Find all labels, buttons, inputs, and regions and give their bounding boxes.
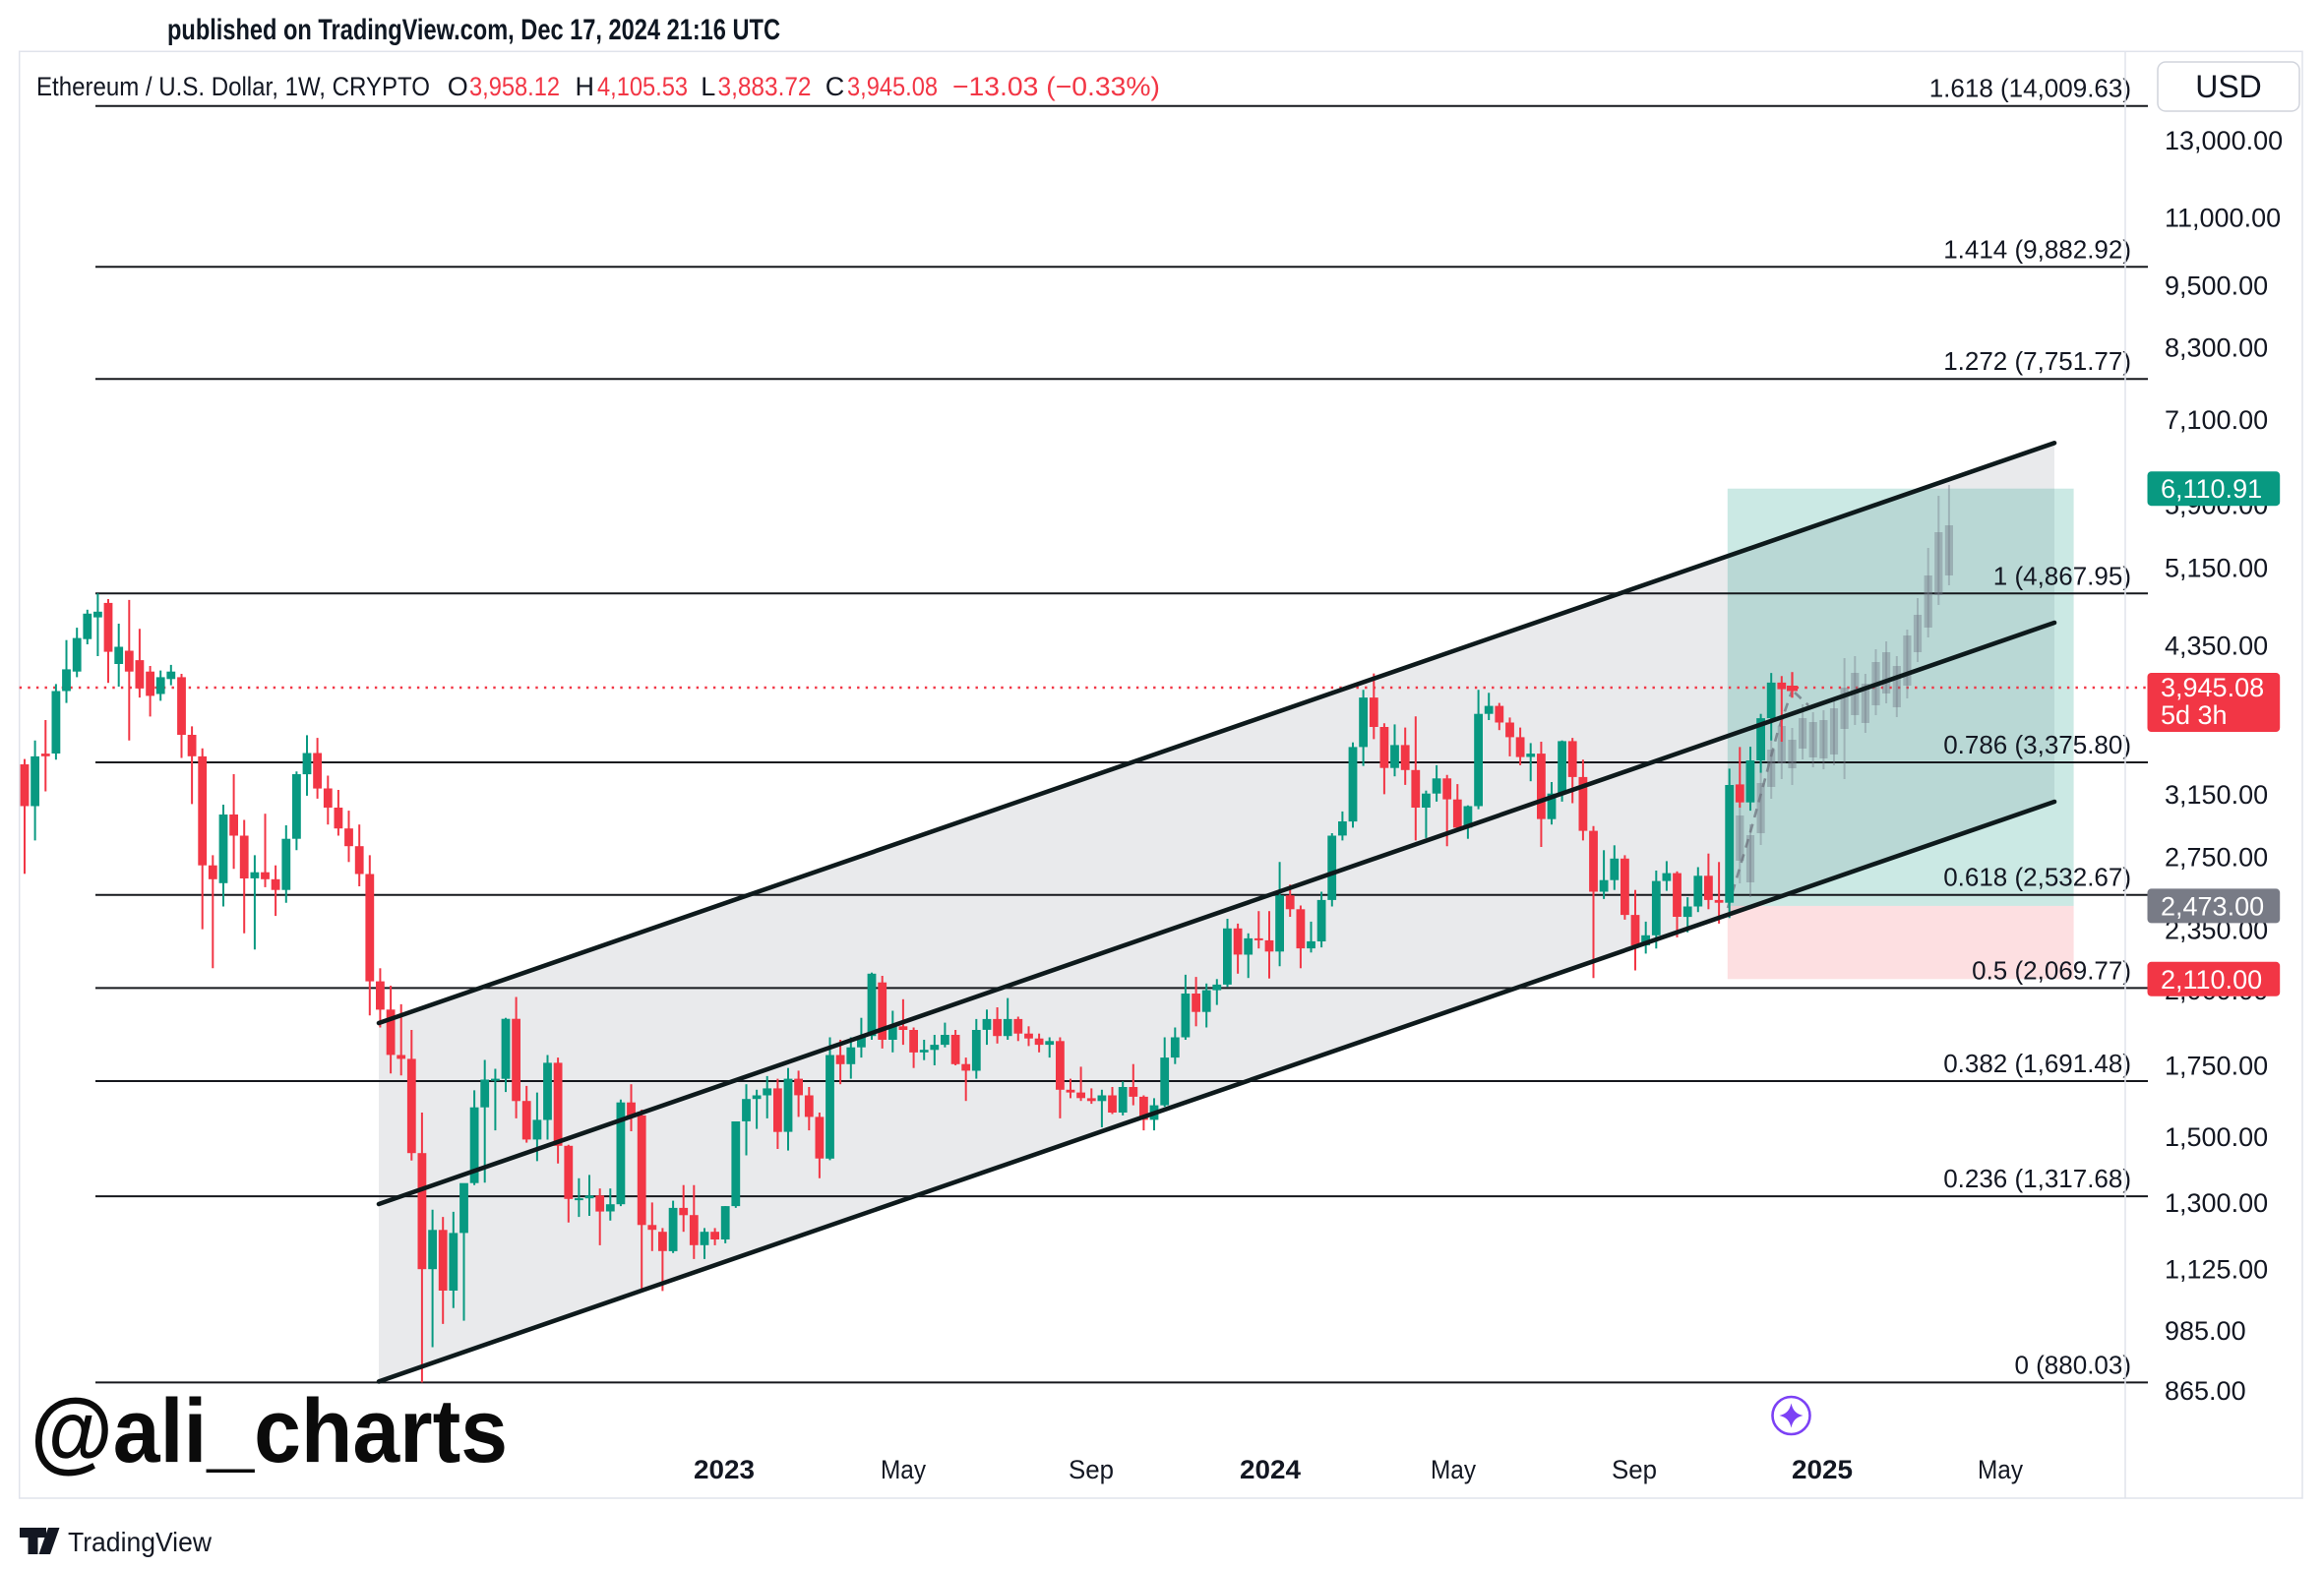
svg-text:4,350.00: 4,350.00 [2165,632,2268,661]
svg-text:3,150.00: 3,150.00 [2165,780,2268,810]
svg-text:3,945.08: 3,945.08 [847,72,938,101]
svg-text:1,750.00: 1,750.00 [2165,1052,2268,1081]
svg-text:13,000.00: 13,000.00 [2165,126,2283,155]
svg-text:1 (4,867.95): 1 (4,867.95) [1993,561,2131,590]
svg-text:USD: USD [2195,69,2262,104]
svg-text:Sep: Sep [1612,1455,1657,1484]
svg-text:6,110.91: 6,110.91 [2161,474,2262,504]
svg-text:O: O [448,72,468,101]
svg-text:0.618 (2,532.67): 0.618 (2,532.67) [1943,863,2131,892]
svg-text:@ali_charts: @ali_charts [31,1381,508,1481]
svg-text:Sep: Sep [1069,1455,1114,1484]
svg-text:−13.03 (−0.33%): −13.03 (−0.33%) [952,72,1160,101]
svg-text:C: C [826,72,845,101]
svg-text:11,000.00: 11,000.00 [2165,204,2281,233]
svg-text:2,750.00: 2,750.00 [2165,843,2268,873]
svg-text:TradingView: TradingView [68,1527,213,1557]
svg-text:L: L [701,72,715,101]
svg-text:3,883.72: 3,883.72 [718,72,812,101]
svg-text:May: May [881,1455,926,1484]
svg-text:7,100.00: 7,100.00 [2165,405,2268,435]
svg-text:H: H [576,72,595,101]
svg-text:published on TradingView.com,: published on TradingView.com, Dec 17, 20… [167,14,780,46]
svg-text:1,125.00: 1,125.00 [2165,1255,2268,1285]
svg-text:3,958.12: 3,958.12 [469,72,560,101]
svg-text:3,945.08: 3,945.08 [2161,673,2264,702]
svg-text:2024: 2024 [1240,1455,1301,1484]
svg-text:1,500.00: 1,500.00 [2165,1122,2268,1152]
svg-text:0 (880.03): 0 (880.03) [2014,1350,2131,1379]
svg-text:0.786 (3,375.80): 0.786 (3,375.80) [1943,730,2131,759]
svg-text:2,473.00: 2,473.00 [2161,891,2264,921]
svg-text:4,105.53: 4,105.53 [597,72,688,101]
svg-text:Ethereum / U.S. Dollar, 1W, CR: Ethereum / U.S. Dollar, 1W, CRYPTO [36,72,430,101]
svg-text:0.236 (1,317.68): 0.236 (1,317.68) [1943,1164,2131,1193]
svg-text:8,300.00: 8,300.00 [2165,333,2268,363]
svg-text:9,500.00: 9,500.00 [2165,271,2268,300]
svg-text:2025: 2025 [1792,1455,1853,1484]
svg-text:May: May [1978,1455,2023,1484]
svg-text:2,110.00: 2,110.00 [2161,965,2262,995]
svg-text:5d 3h: 5d 3h [2161,700,2228,730]
svg-text:0.382 (1,691.48): 0.382 (1,691.48) [1943,1049,2131,1078]
svg-text:2023: 2023 [694,1455,755,1484]
svg-text:5,150.00: 5,150.00 [2165,553,2268,582]
svg-text:1.272 (7,751.77): 1.272 (7,751.77) [1943,346,2131,376]
svg-text:0.5 (2,069.77): 0.5 (2,069.77) [1972,955,2131,985]
svg-text:1.414 (9,882.92): 1.414 (9,882.92) [1943,234,2131,264]
svg-text:1.618 (14,009.63): 1.618 (14,009.63) [1929,74,2131,103]
svg-text:May: May [1431,1455,1476,1484]
svg-text:1,300.00: 1,300.00 [2165,1188,2268,1218]
svg-text:865.00: 865.00 [2165,1376,2246,1406]
svg-text:985.00: 985.00 [2165,1316,2246,1346]
